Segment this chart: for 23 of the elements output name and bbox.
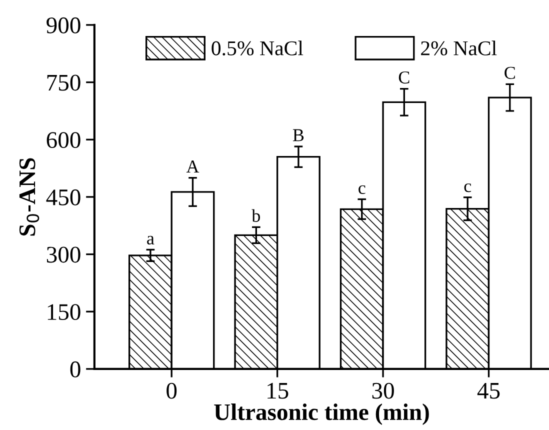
annotation: a: [147, 236, 154, 244]
y-tick-label: 600: [46, 132, 80, 148]
legend-label: 2% NaCl: [421, 40, 497, 56]
y-axis-title: S$_{0}$-ANS: [19, 158, 40, 236]
x-axis-title: Ultrasonic time (min): [214, 404, 429, 425]
legend-label: 0.5% NaCl: [212, 40, 304, 56]
annotation: c: [358, 185, 366, 194]
y-tick-label: 0: [70, 361, 80, 378]
y-tick-label: 150: [48, 304, 80, 320]
annotation: C: [398, 71, 410, 84]
x-tick-label: 15: [268, 382, 288, 399]
x-tick-label: 0: [166, 382, 177, 399]
y-tick-label: 300: [46, 246, 80, 263]
annotation: B: [292, 129, 304, 142]
x-tick-label: 45: [477, 382, 500, 399]
y-tick-label: 750: [47, 74, 80, 91]
annotation: c: [464, 183, 472, 192]
annotation: b: [252, 209, 260, 222]
y-tick-label: 900: [46, 17, 80, 34]
annotation: C: [504, 66, 515, 79]
x-tick-label: 30: [372, 382, 394, 399]
y-tick-label: 450: [46, 189, 80, 206]
annotation: A: [186, 160, 200, 172]
